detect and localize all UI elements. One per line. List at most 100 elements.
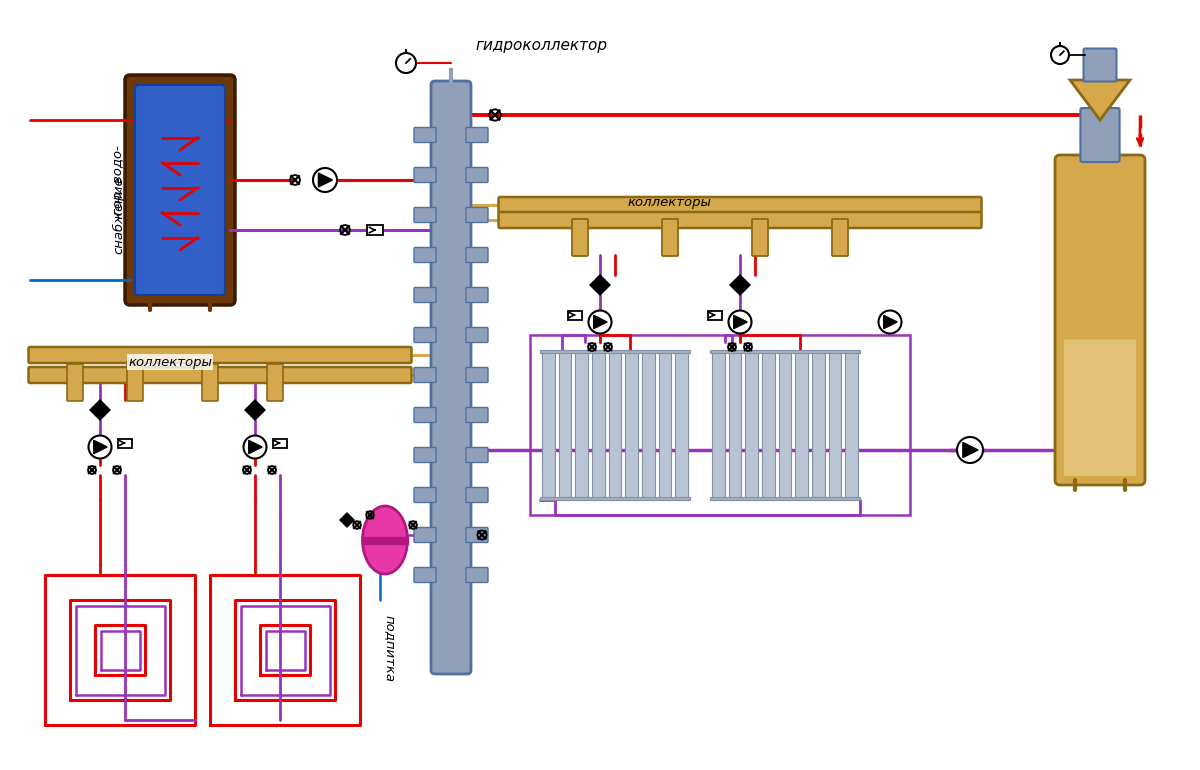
Polygon shape bbox=[90, 410, 100, 420]
Polygon shape bbox=[245, 400, 256, 410]
Polygon shape bbox=[245, 400, 265, 420]
FancyBboxPatch shape bbox=[414, 487, 436, 503]
FancyBboxPatch shape bbox=[466, 247, 488, 263]
Text: коллекторы: коллекторы bbox=[628, 196, 712, 209]
Polygon shape bbox=[730, 275, 740, 285]
FancyBboxPatch shape bbox=[752, 219, 768, 256]
FancyBboxPatch shape bbox=[431, 81, 470, 674]
Polygon shape bbox=[90, 400, 110, 420]
Text: гидроколлектор: гидроколлектор bbox=[475, 38, 607, 52]
FancyBboxPatch shape bbox=[414, 447, 436, 463]
Polygon shape bbox=[340, 513, 347, 520]
FancyBboxPatch shape bbox=[1080, 108, 1120, 162]
FancyBboxPatch shape bbox=[466, 527, 488, 543]
Text: подпитка: подпитка bbox=[384, 615, 396, 682]
FancyBboxPatch shape bbox=[466, 207, 488, 223]
Polygon shape bbox=[340, 513, 354, 527]
Polygon shape bbox=[962, 443, 978, 457]
Circle shape bbox=[313, 168, 337, 192]
Text: коллекторы: коллекторы bbox=[128, 356, 212, 369]
Circle shape bbox=[728, 310, 751, 333]
Polygon shape bbox=[318, 173, 332, 187]
Bar bbox=[575, 350, 588, 500]
Bar bbox=[118, 438, 132, 447]
Circle shape bbox=[396, 53, 416, 73]
Polygon shape bbox=[590, 275, 610, 295]
Polygon shape bbox=[340, 520, 347, 527]
Bar bbox=[568, 310, 582, 320]
Text: снабжение: снабжение bbox=[112, 176, 125, 254]
FancyBboxPatch shape bbox=[127, 364, 143, 401]
FancyBboxPatch shape bbox=[67, 364, 83, 401]
Bar bbox=[540, 497, 690, 500]
Bar bbox=[659, 350, 671, 500]
Bar bbox=[625, 350, 638, 500]
Polygon shape bbox=[248, 440, 262, 454]
Bar bbox=[362, 537, 408, 544]
Bar bbox=[608, 350, 622, 500]
Bar bbox=[745, 350, 758, 500]
Circle shape bbox=[588, 310, 612, 333]
FancyBboxPatch shape bbox=[414, 527, 436, 543]
FancyBboxPatch shape bbox=[414, 327, 436, 343]
Text: гор. водо-: гор. водо- bbox=[112, 145, 125, 215]
Polygon shape bbox=[594, 316, 607, 329]
FancyBboxPatch shape bbox=[1084, 49, 1116, 82]
FancyBboxPatch shape bbox=[1064, 340, 1136, 476]
Polygon shape bbox=[600, 275, 610, 285]
Polygon shape bbox=[1070, 80, 1130, 120]
Bar bbox=[710, 497, 860, 500]
FancyBboxPatch shape bbox=[466, 447, 488, 463]
Polygon shape bbox=[733, 316, 748, 329]
Ellipse shape bbox=[362, 506, 408, 574]
FancyBboxPatch shape bbox=[466, 287, 488, 303]
Polygon shape bbox=[90, 400, 100, 410]
Circle shape bbox=[89, 436, 112, 458]
Bar bbox=[642, 350, 655, 500]
Bar bbox=[710, 350, 860, 353]
Bar bbox=[367, 225, 383, 235]
FancyBboxPatch shape bbox=[662, 219, 678, 256]
Polygon shape bbox=[347, 520, 354, 527]
FancyBboxPatch shape bbox=[125, 75, 235, 305]
Bar bbox=[540, 350, 690, 353]
FancyBboxPatch shape bbox=[414, 567, 436, 582]
FancyBboxPatch shape bbox=[1055, 155, 1145, 485]
FancyBboxPatch shape bbox=[136, 85, 226, 295]
FancyBboxPatch shape bbox=[466, 168, 488, 182]
Polygon shape bbox=[883, 316, 898, 329]
Polygon shape bbox=[740, 285, 750, 295]
Polygon shape bbox=[730, 285, 740, 295]
Bar bbox=[592, 350, 605, 500]
Bar bbox=[530, 335, 910, 515]
FancyBboxPatch shape bbox=[414, 247, 436, 263]
FancyBboxPatch shape bbox=[414, 168, 436, 182]
Polygon shape bbox=[590, 275, 600, 285]
FancyBboxPatch shape bbox=[414, 367, 436, 383]
Circle shape bbox=[1051, 46, 1069, 64]
Bar bbox=[829, 350, 841, 500]
FancyBboxPatch shape bbox=[29, 347, 412, 363]
Circle shape bbox=[956, 437, 983, 463]
FancyBboxPatch shape bbox=[466, 327, 488, 343]
Polygon shape bbox=[94, 440, 107, 454]
Bar bbox=[559, 350, 571, 500]
Bar bbox=[274, 438, 287, 447]
FancyBboxPatch shape bbox=[414, 128, 436, 142]
Polygon shape bbox=[600, 285, 610, 295]
Polygon shape bbox=[256, 410, 265, 420]
Bar bbox=[762, 350, 775, 500]
FancyBboxPatch shape bbox=[466, 487, 488, 503]
FancyBboxPatch shape bbox=[466, 567, 488, 582]
Polygon shape bbox=[730, 275, 750, 295]
FancyBboxPatch shape bbox=[29, 367, 412, 383]
Circle shape bbox=[244, 436, 266, 458]
FancyBboxPatch shape bbox=[202, 364, 218, 401]
Polygon shape bbox=[256, 400, 265, 410]
Bar bbox=[728, 350, 742, 500]
Bar bbox=[542, 350, 554, 500]
Circle shape bbox=[878, 310, 901, 333]
Bar bbox=[796, 350, 808, 500]
Polygon shape bbox=[590, 285, 600, 295]
FancyBboxPatch shape bbox=[572, 219, 588, 256]
